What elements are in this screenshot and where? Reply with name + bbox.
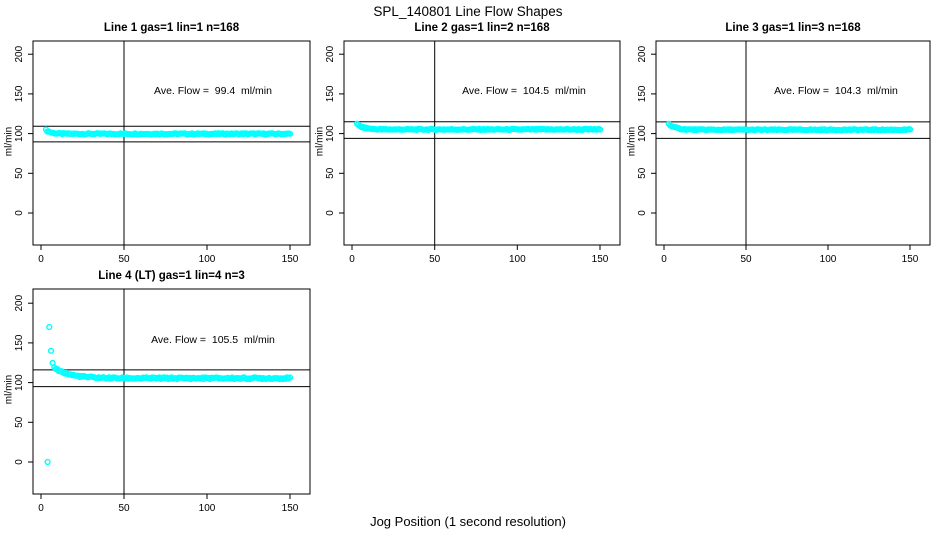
outlier-point bbox=[44, 458, 51, 466]
x-tick-label: 150 bbox=[282, 254, 299, 265]
panel-3-title: Line 3 gas=1 lin=3 n=168 bbox=[725, 22, 861, 34]
panel-4: 0 50 100 150 0 50 100 150 200 bbox=[14, 288, 311, 514]
y-tick-label: 100 bbox=[325, 125, 336, 142]
y-tick-label: 100 bbox=[14, 125, 25, 142]
y-tick-label: 50 bbox=[14, 416, 25, 428]
y-axis: 0 50 100 150 200 bbox=[325, 45, 344, 216]
x-tick-label: 0 bbox=[38, 503, 44, 514]
x-axis: 0 50 100 150 bbox=[38, 494, 299, 514]
panel-3-y-axis-label: ml/min bbox=[626, 126, 638, 157]
x-tick-label: 0 bbox=[349, 254, 355, 265]
plot-frame bbox=[32, 40, 311, 246]
y-tick-label: 150 bbox=[637, 85, 648, 102]
y-tick-label: 100 bbox=[637, 125, 648, 142]
x-axis: 0 50 100 150 bbox=[38, 245, 299, 265]
x-axis-label: Jog Position (1 second resolution) bbox=[370, 514, 566, 529]
x-tick-label: 100 bbox=[820, 254, 837, 265]
y-tick-label: 100 bbox=[14, 374, 25, 391]
x-tick-label: 100 bbox=[199, 503, 216, 514]
data-point bbox=[286, 374, 294, 381]
x-axis: 0 50 100 150 bbox=[661, 245, 919, 265]
scatter-points bbox=[353, 120, 604, 134]
y-tick-label: 200 bbox=[325, 45, 336, 62]
plot-frame bbox=[655, 40, 931, 246]
panel-2-annotation: Ave. Flow = 104.5 ml/min bbox=[462, 85, 586, 97]
x-tick-label: 150 bbox=[592, 254, 609, 265]
y-tick-label: 200 bbox=[14, 45, 25, 62]
panel-4-annotation: Ave. Flow = 105.5 ml/min bbox=[151, 334, 275, 346]
x-tick-label: 150 bbox=[282, 503, 299, 514]
y-tick-label: 200 bbox=[14, 294, 25, 311]
x-tick-label: 150 bbox=[902, 254, 919, 265]
y-tick-label: 0 bbox=[325, 210, 336, 216]
plot-frame bbox=[343, 40, 621, 246]
panel-2-title: Line 2 gas=1 lin=2 n=168 bbox=[414, 22, 550, 34]
outlier-point bbox=[47, 347, 55, 354]
x-tick-label: 100 bbox=[199, 254, 216, 265]
plot-frame bbox=[32, 288, 311, 495]
panel-1-y-axis-label: ml/min bbox=[3, 126, 15, 157]
x-tick-label: 50 bbox=[740, 254, 752, 265]
scatter-points bbox=[42, 126, 294, 138]
outlier-point bbox=[49, 359, 56, 366]
y-tick-label: 150 bbox=[325, 85, 336, 102]
y-tick-label: 150 bbox=[14, 334, 25, 351]
data-point bbox=[596, 126, 604, 133]
x-tick-label: 0 bbox=[38, 254, 44, 265]
y-tick-label: 0 bbox=[14, 210, 25, 216]
panel-3: 0 50 100 150 0 50 100 150 200 bbox=[637, 40, 931, 265]
main-title: SPL_140801 Line Flow Shapes bbox=[373, 4, 563, 19]
data-point bbox=[906, 126, 914, 133]
y-tick-label: 0 bbox=[637, 210, 648, 216]
scatter-points bbox=[665, 120, 914, 134]
y-tick-label: 50 bbox=[637, 167, 648, 179]
y-tick-label: 0 bbox=[14, 459, 25, 465]
y-axis: 0 50 100 150 200 bbox=[14, 45, 33, 216]
y-tick-label: 150 bbox=[14, 85, 25, 102]
y-axis: 0 50 100 150 200 bbox=[14, 294, 33, 465]
panel-4-y-axis-label: ml/min bbox=[3, 374, 15, 405]
outlier-point bbox=[46, 323, 53, 331]
panel-2: 0 50 100 150 0 50 100 150 200 bbox=[325, 40, 621, 265]
panel-3-annotation: Ave. Flow = 104.3 ml/min bbox=[774, 85, 898, 97]
y-axis: 0 50 100 150 200 bbox=[637, 45, 656, 216]
panel-1: 0 50 100 150 0 50 100 150 200 bbox=[14, 40, 311, 265]
panel-2-y-axis-label: ml/min bbox=[314, 126, 326, 157]
panel-4-title: Line 4 (LT) gas=1 lin=4 n=3 bbox=[98, 270, 245, 282]
y-tick-label: 50 bbox=[325, 167, 336, 179]
y-tick-label: 200 bbox=[637, 45, 648, 62]
y-tick-label: 50 bbox=[14, 167, 25, 179]
x-axis: 0 50 100 150 bbox=[349, 245, 609, 265]
x-tick-label: 50 bbox=[118, 254, 130, 265]
scatter-points bbox=[44, 323, 294, 466]
panel-1-title: Line 1 gas=1 lin=1 n=168 bbox=[103, 22, 240, 34]
data-point bbox=[286, 130, 294, 137]
x-tick-label: 50 bbox=[429, 254, 441, 265]
panel-1-annotation: Ave. Flow = 99.4 ml/min bbox=[154, 85, 272, 97]
x-tick-label: 0 bbox=[661, 254, 667, 265]
x-tick-label: 50 bbox=[118, 503, 130, 514]
x-tick-label: 100 bbox=[509, 254, 526, 265]
